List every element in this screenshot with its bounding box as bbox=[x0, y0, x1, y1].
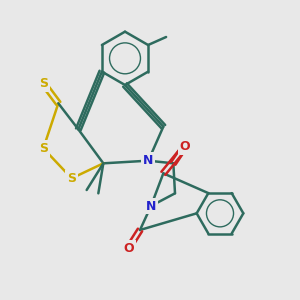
Text: O: O bbox=[182, 137, 192, 150]
Text: S: S bbox=[39, 77, 48, 90]
Text: N: N bbox=[146, 200, 156, 212]
Text: O: O bbox=[123, 242, 134, 255]
Text: N: N bbox=[143, 154, 154, 167]
Text: S: S bbox=[39, 142, 48, 155]
Text: S: S bbox=[67, 172, 76, 185]
Text: O: O bbox=[180, 140, 190, 153]
